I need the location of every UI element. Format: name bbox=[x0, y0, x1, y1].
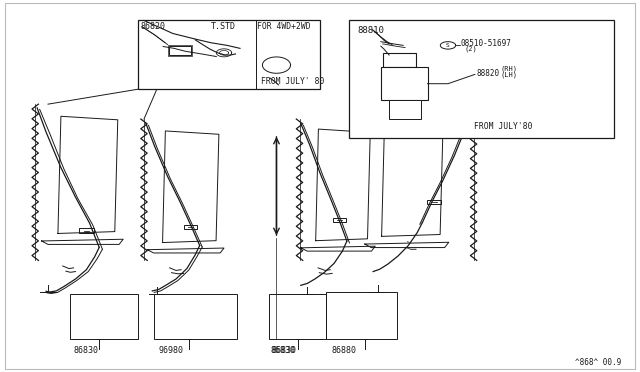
Text: 86880: 86880 bbox=[332, 346, 356, 355]
Text: FROM JULY' 80: FROM JULY' 80 bbox=[261, 77, 324, 86]
Bar bbox=[269, 294, 326, 339]
Text: FROM JULY'80: FROM JULY'80 bbox=[474, 122, 532, 131]
Text: 96980: 96980 bbox=[159, 346, 184, 355]
Bar bbox=[79, 228, 94, 233]
Text: 88820: 88820 bbox=[477, 69, 500, 78]
Bar bbox=[381, 67, 428, 100]
Bar bbox=[184, 225, 197, 229]
Text: S: S bbox=[446, 43, 450, 48]
Text: 86830: 86830 bbox=[270, 346, 295, 355]
Bar bbox=[70, 294, 138, 339]
Bar bbox=[326, 292, 397, 339]
Bar bbox=[138, 20, 320, 89]
Text: FOR 4WD+2WD: FOR 4WD+2WD bbox=[257, 22, 311, 31]
Text: (2): (2) bbox=[465, 46, 477, 52]
Bar bbox=[383, 53, 416, 67]
Polygon shape bbox=[316, 129, 370, 241]
Polygon shape bbox=[147, 248, 224, 253]
Polygon shape bbox=[301, 246, 375, 251]
Text: 86830: 86830 bbox=[272, 346, 297, 355]
Text: T.STD: T.STD bbox=[211, 22, 236, 31]
Bar bbox=[169, 46, 191, 55]
Text: 08510-51697: 08510-51697 bbox=[461, 39, 511, 48]
Text: 88810: 88810 bbox=[357, 26, 384, 35]
Polygon shape bbox=[58, 116, 118, 234]
Polygon shape bbox=[381, 116, 443, 236]
Bar bbox=[427, 199, 441, 204]
Text: (RH): (RH) bbox=[500, 66, 518, 73]
Text: 86820: 86820 bbox=[141, 22, 166, 31]
Bar bbox=[389, 100, 421, 119]
Bar bbox=[349, 20, 614, 138]
Polygon shape bbox=[262, 57, 291, 73]
Bar bbox=[168, 45, 192, 56]
Bar bbox=[333, 218, 346, 222]
Polygon shape bbox=[365, 242, 449, 248]
Text: ^868^ 00.9: ^868^ 00.9 bbox=[575, 358, 621, 367]
Text: (LH): (LH) bbox=[500, 71, 518, 78]
Polygon shape bbox=[42, 239, 123, 244]
Bar bbox=[154, 294, 237, 339]
Polygon shape bbox=[163, 131, 219, 243]
Text: 86830: 86830 bbox=[74, 346, 99, 355]
